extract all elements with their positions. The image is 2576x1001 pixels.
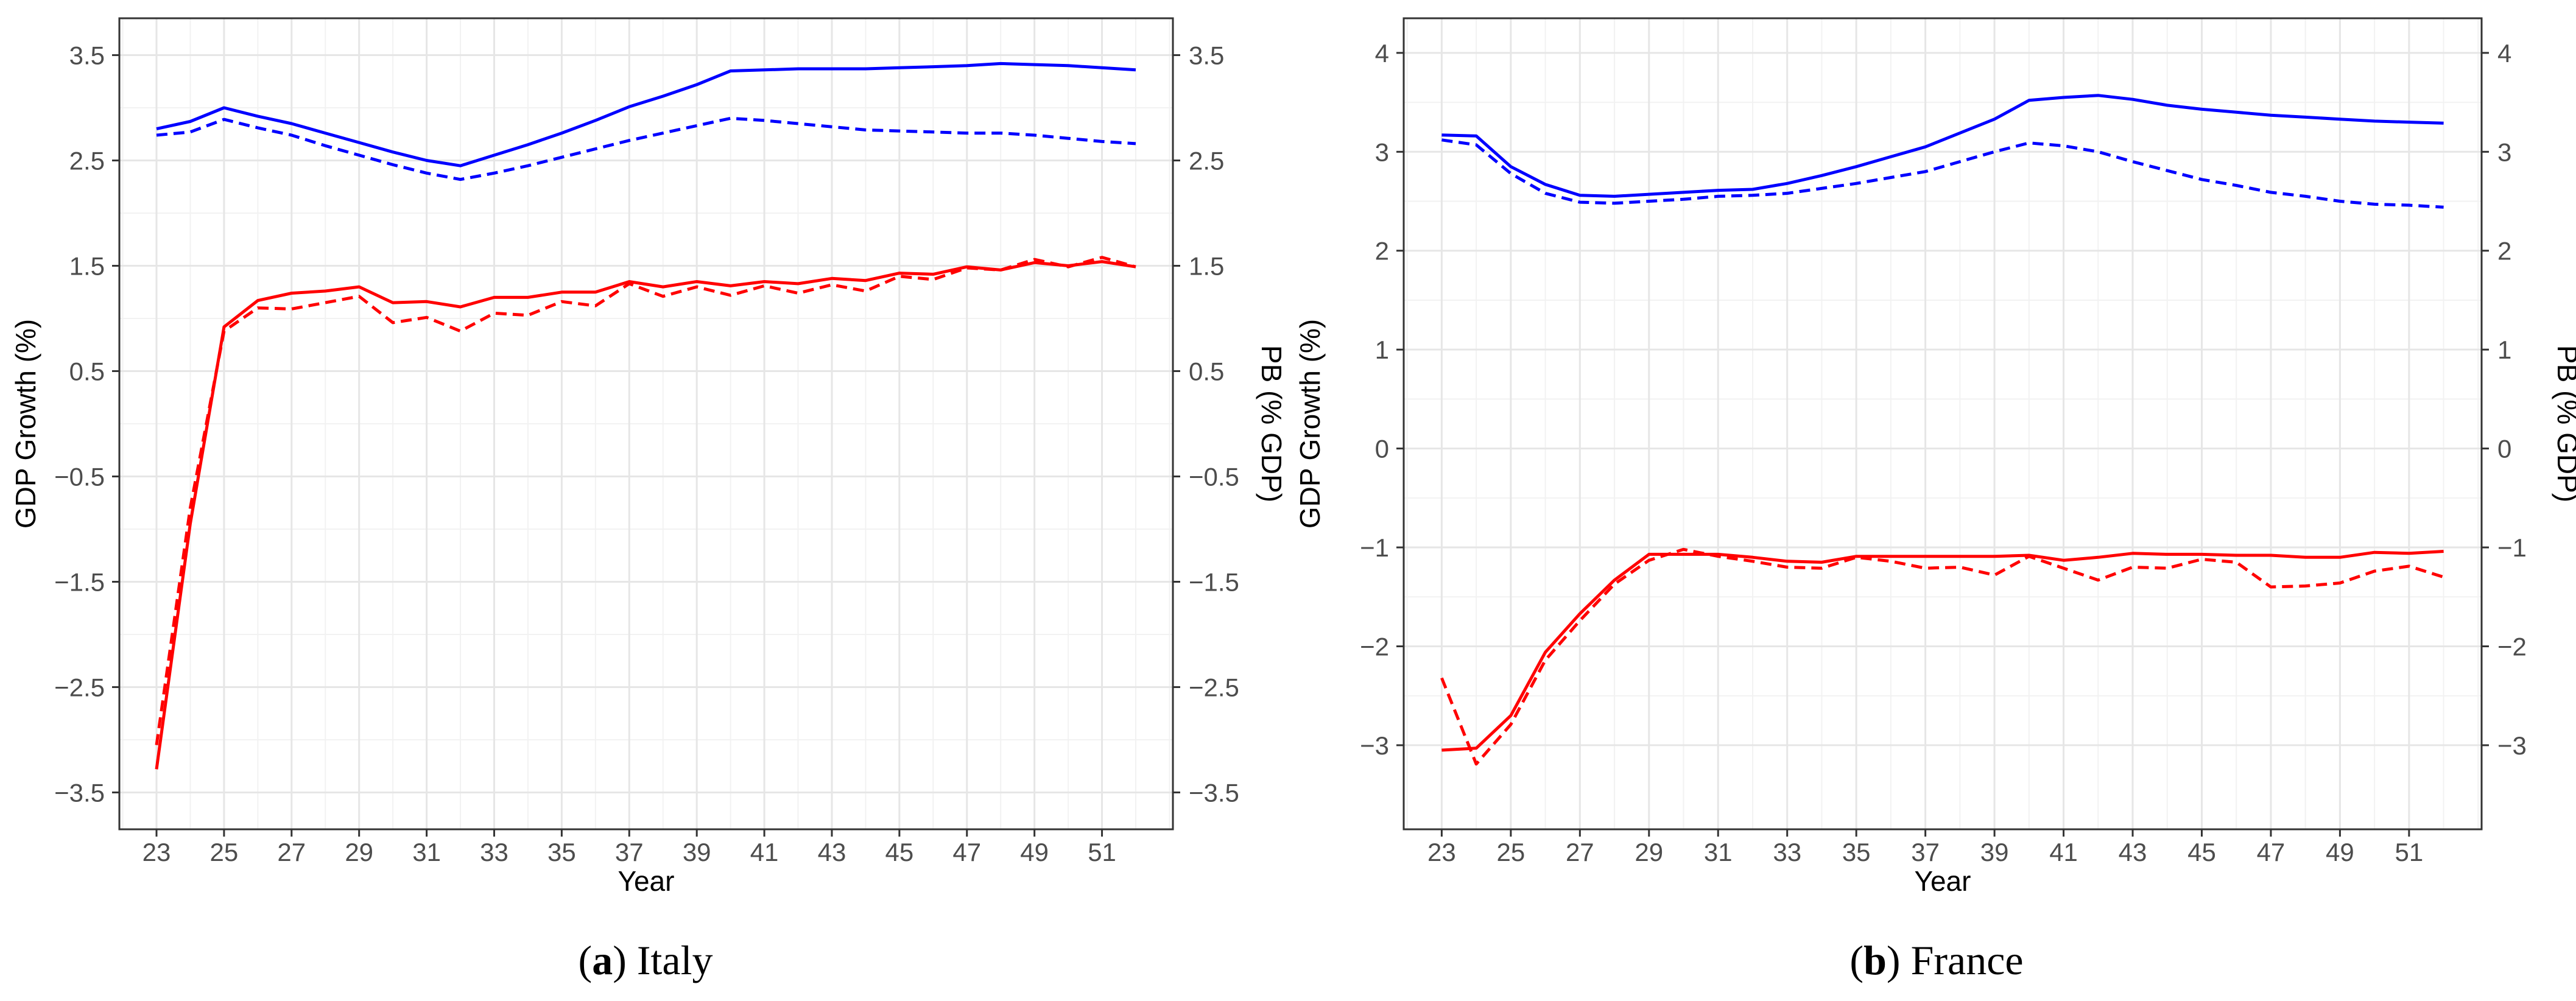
x-tick-label: 31 bbox=[1704, 838, 1733, 866]
x-tick-label: 37 bbox=[615, 838, 644, 866]
x-tick-label: 29 bbox=[345, 838, 373, 866]
series-line-0-solid bbox=[1441, 94, 2444, 198]
series-line-0-solid bbox=[156, 61, 1136, 167]
y-tick-label-right: 2 bbox=[2497, 237, 2511, 265]
caption-paren-open: ( bbox=[1849, 937, 1863, 983]
x-tick-label: 27 bbox=[1566, 838, 1594, 866]
y-axis-title-left: GDP Growth (%) bbox=[10, 319, 41, 529]
y-tick-label-right: 2.5 bbox=[1189, 147, 1224, 175]
x-tick-label: 25 bbox=[1497, 838, 1526, 866]
x-axis-title: Year bbox=[1915, 865, 1971, 897]
y-tick-label-right: −2.5 bbox=[1189, 673, 1239, 701]
y-tick-label-left: 3 bbox=[1375, 138, 1389, 166]
x-tick-label: 39 bbox=[683, 838, 711, 866]
y-tick-label-right: −3.5 bbox=[1189, 778, 1239, 807]
y-tick-label-left: 1 bbox=[1375, 335, 1389, 364]
caption-country: Italy bbox=[637, 937, 713, 983]
chart-panel-france: 23 25 27 29 31 33 35 37 39 41 43 45 47 49 514 43 32 21 10 0… bbox=[1294, 17, 2576, 983]
plot-background bbox=[1404, 18, 2482, 829]
plot-frame bbox=[1402, 17, 2483, 831]
y-tick-label-right: 0 bbox=[2497, 435, 2511, 463]
caption-paren-close: ) bbox=[613, 937, 637, 983]
y-axis-title-left: GDP Growth (%) bbox=[1294, 319, 1326, 529]
y-tick-label-left: 2 bbox=[1375, 237, 1389, 265]
x-tick-label: 23 bbox=[1427, 838, 1456, 866]
y-tick-label-left: 4 bbox=[1375, 39, 1389, 68]
y-tick-label-right: 3 bbox=[2497, 138, 2511, 166]
y-tick-label-right: 4 bbox=[2497, 39, 2511, 68]
x-tick-label: 45 bbox=[2187, 838, 2216, 866]
y-tick-label-right: −1 bbox=[2497, 533, 2527, 562]
x-tick-label: 31 bbox=[412, 838, 441, 866]
x-tick-label: 43 bbox=[818, 838, 846, 866]
x-tick-label: 47 bbox=[952, 838, 981, 866]
x-tick-label: 39 bbox=[1980, 838, 2009, 866]
y-tick-label-right: 3.5 bbox=[1189, 41, 1224, 70]
x-tick-label: 45 bbox=[885, 838, 914, 866]
x-tick-label: 35 bbox=[547, 838, 576, 866]
y-tick-label-right: −3 bbox=[2497, 731, 2527, 760]
x-tick-label: 27 bbox=[277, 838, 306, 866]
caption-country: France bbox=[1911, 937, 2024, 983]
plot-frame bbox=[118, 17, 1174, 831]
x-axis-title: Year bbox=[618, 865, 675, 897]
x-tick-label: 41 bbox=[2049, 838, 2078, 866]
y-tick-label-left: 2.5 bbox=[69, 147, 105, 175]
y-tick-label-right: 1.5 bbox=[1189, 252, 1224, 281]
y-tick-label-left: 1.5 bbox=[69, 252, 105, 281]
x-tick-label: 51 bbox=[2395, 838, 2424, 866]
y-tick-label-left: 3.5 bbox=[69, 41, 105, 70]
y-tick-label-right: −2 bbox=[2497, 632, 2527, 661]
y-tick-label-left: −2.5 bbox=[54, 673, 105, 701]
panel-caption: (a) Italy bbox=[579, 937, 713, 983]
caption-paren-open: ( bbox=[579, 937, 593, 983]
caption-letter: b bbox=[1863, 937, 1887, 983]
x-tick-label: 49 bbox=[2326, 838, 2354, 866]
y-tick-label-left: −3 bbox=[1360, 731, 1389, 760]
caption-paren-close: ) bbox=[1887, 937, 1911, 983]
x-tick-label: 47 bbox=[2257, 838, 2286, 866]
y-axis-title-right: PB (% GDP) bbox=[2552, 345, 2576, 502]
y-tick-label-right: −1.5 bbox=[1189, 567, 1239, 596]
x-tick-label: 37 bbox=[1911, 838, 1940, 866]
y-tick-label-left: −3.5 bbox=[54, 778, 105, 807]
series-line-3-dashed bbox=[1440, 547, 2444, 766]
x-tick-label: 35 bbox=[1842, 838, 1871, 866]
y-tick-label-left: 0 bbox=[1375, 435, 1389, 463]
series-line-1-dashed bbox=[1441, 138, 2444, 209]
y-tick-label-left: −1 bbox=[1360, 533, 1389, 562]
x-tick-label: 51 bbox=[1088, 838, 1116, 866]
y-tick-label-left: −2 bbox=[1360, 632, 1389, 661]
x-tick-label: 25 bbox=[210, 838, 239, 866]
y-tick-label-left: 0.5 bbox=[69, 357, 105, 386]
series-line-2-solid bbox=[1441, 550, 2444, 752]
x-tick-label: 29 bbox=[1635, 838, 1663, 866]
x-tick-label: 49 bbox=[1020, 838, 1049, 866]
y-tick-label-left: −1.5 bbox=[54, 567, 105, 596]
x-tick-label: 33 bbox=[480, 838, 509, 866]
x-tick-label: 33 bbox=[1773, 838, 1801, 866]
y-axis-title-right: PB (% GDP) bbox=[1256, 345, 1287, 502]
y-tick-label-left: −0.5 bbox=[54, 462, 105, 491]
y-tick-label-right: −0.5 bbox=[1189, 462, 1239, 491]
x-tick-label: 43 bbox=[2119, 838, 2147, 866]
series-line-1-dashed bbox=[156, 116, 1136, 181]
x-tick-label: 23 bbox=[143, 838, 171, 866]
panel-caption: (b) France bbox=[1849, 937, 2023, 983]
chart-panel-italy: 23 25 27 29 31 33 35 37 39 41 43 45 47 49 51 3.5 3.5 2.5 2… bbox=[10, 17, 1287, 983]
y-tick-label-right: 0.5 bbox=[1189, 357, 1224, 386]
y-tick-label-right: 1 bbox=[2497, 335, 2511, 364]
caption-letter: a bbox=[592, 937, 613, 983]
x-tick-label: 41 bbox=[750, 838, 779, 866]
series-line-3-dashed bbox=[155, 256, 1136, 745]
